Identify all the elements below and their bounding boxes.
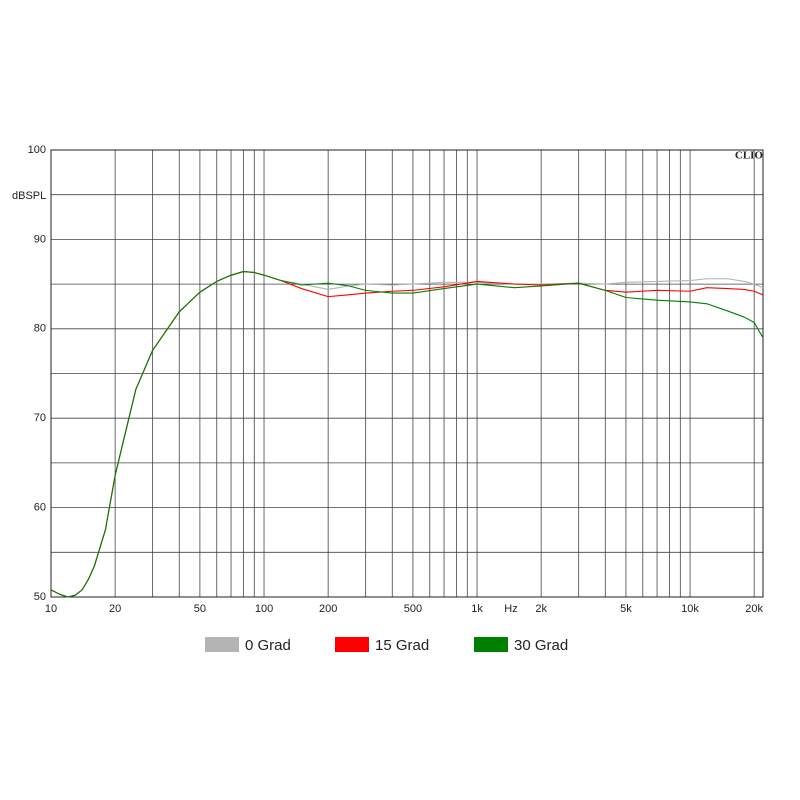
legend-label: 0 Grad	[245, 637, 291, 654]
x-tick-label: 1k	[471, 603, 483, 615]
y-tick-label: 70	[34, 412, 46, 424]
legend-label: 15 Grad	[375, 637, 429, 654]
legend-swatch	[205, 637, 239, 652]
y-tick-label: 100	[28, 144, 46, 156]
x-tick-label: 100	[255, 603, 273, 615]
x-tick-label: 20k	[745, 603, 763, 615]
x-tick-label: 50	[194, 603, 206, 615]
y-tick-label: 50	[34, 591, 46, 603]
legend-swatch	[335, 637, 369, 652]
x-tick-label: 5k	[620, 603, 632, 615]
plot-frame	[50, 149, 764, 598]
x-tick-label: 200	[319, 603, 337, 615]
x-tick-label: 20	[109, 603, 121, 615]
x-tick-label: 2k	[535, 603, 547, 615]
annotation: CLIO	[735, 150, 764, 162]
legend-swatch	[474, 637, 508, 652]
x-axis-label: Hz	[504, 603, 517, 615]
series-line	[50, 271, 764, 598]
series-line	[50, 271, 764, 598]
x-tick-label: 10	[45, 603, 57, 615]
x-tick-label: 10k	[681, 603, 699, 615]
y-tick-label: 80	[34, 323, 46, 335]
y-tick-label: 60	[34, 502, 46, 514]
x-tick-label: 500	[404, 603, 422, 615]
y-axis-label: dBSPL	[12, 190, 46, 202]
legend-label: 30 Grad	[514, 637, 568, 654]
series-line	[50, 271, 764, 598]
y-tick-label: 90	[34, 233, 46, 245]
